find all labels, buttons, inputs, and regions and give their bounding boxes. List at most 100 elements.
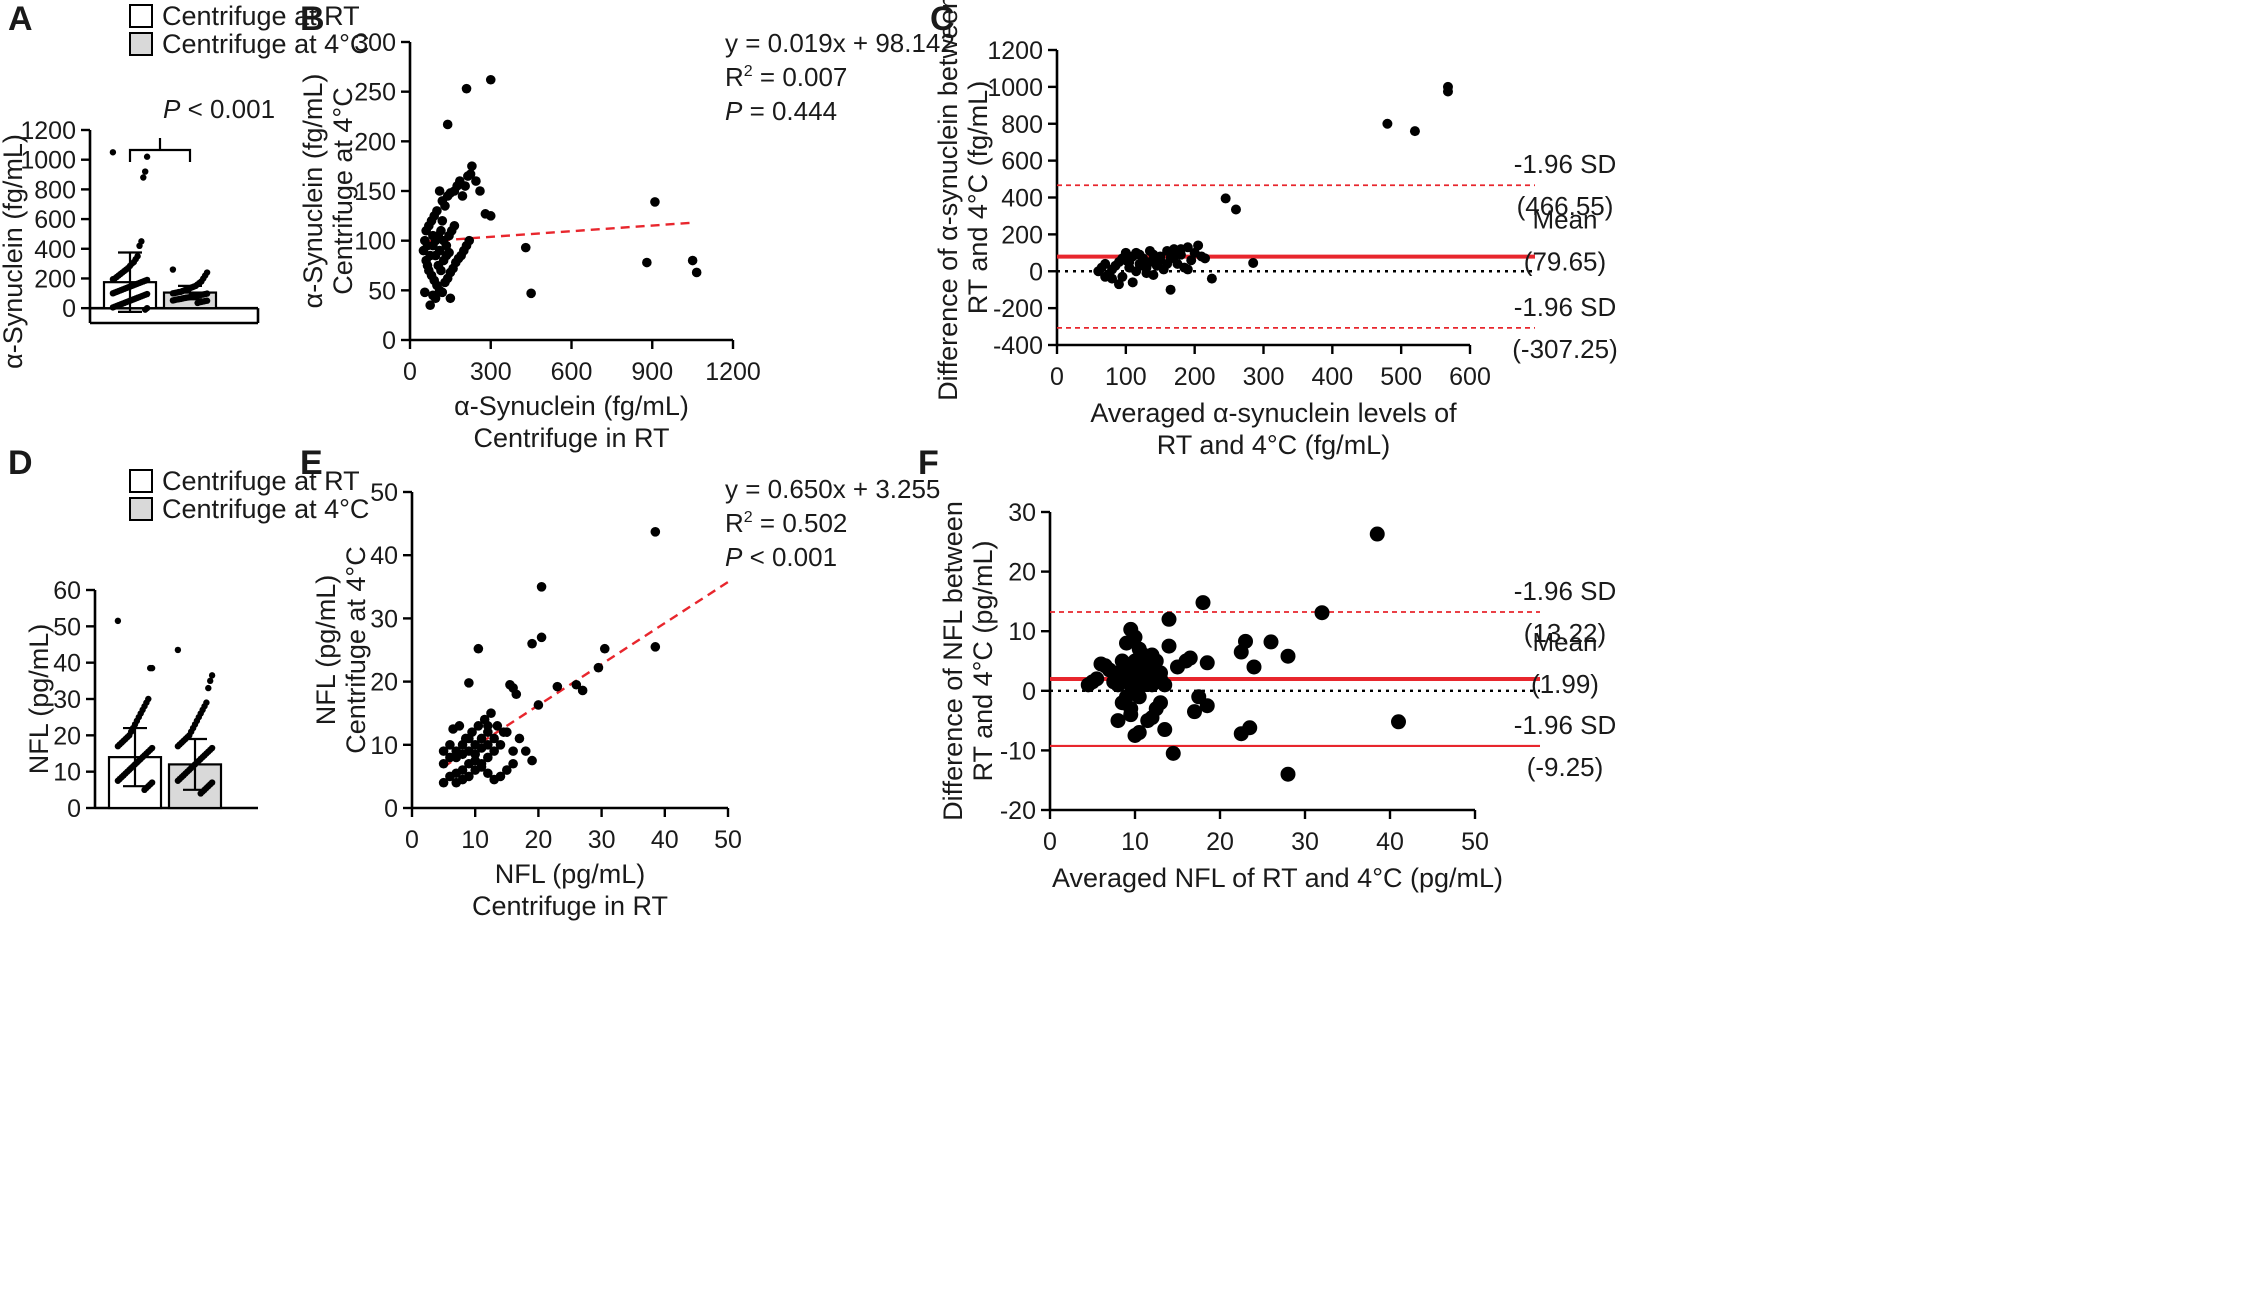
data-point (514, 733, 525, 744)
y-tick-label: 20 (1008, 559, 1036, 587)
data-point (1280, 648, 1296, 664)
panel-B: B 0 50 100 150 200 250 300 0 300 600 900 1200 α-Synuc… (298, 0, 955, 453)
data-point (1110, 713, 1126, 729)
data-point (1187, 704, 1202, 720)
y-axis-label: α-Synuclein (fg/mL) (0, 134, 28, 369)
data-point (438, 758, 449, 769)
y-tick-label: 0 (67, 795, 81, 823)
data-point (147, 664, 154, 672)
y-axis-label: α-Synuclein (fg/mL) (298, 74, 328, 309)
data-point (169, 266, 177, 273)
data-point (1124, 257, 1135, 268)
data-point (436, 265, 446, 276)
data-point (508, 746, 518, 756)
x-axis-label-line2: Centrifuge in RT (473, 423, 669, 453)
data-point (174, 646, 182, 654)
data-point (208, 672, 216, 679)
y-axis-label-line2: RT and 4°C (fg/mL) (963, 81, 993, 314)
panel-letter: A (8, 0, 33, 38)
data-point (533, 700, 544, 710)
y-axis-label: Difference of α-synuclein between (933, 0, 963, 401)
data-point (451, 768, 462, 779)
data-point (1127, 277, 1138, 288)
data-point (444, 247, 454, 258)
legend-label-rt: Centrifuge at RT (162, 466, 360, 496)
data-point (169, 290, 177, 297)
y-tick-label: 400 (1001, 185, 1043, 213)
y-axis-label-line2: Centrifuge at 4°C (341, 546, 371, 753)
x-tick-label: 30 (588, 826, 616, 854)
y-axis-label: Difference of NFL between (938, 501, 968, 821)
data-point (476, 762, 487, 772)
data-point (467, 161, 477, 171)
data-point (136, 242, 143, 249)
data-point (114, 777, 122, 784)
y-tick-label: -10 (1000, 737, 1036, 765)
upper-limit-value: (13.22) (1524, 618, 1606, 648)
data-point (1123, 701, 1139, 717)
lower-limit-label: -1.96 SD (1514, 710, 1617, 740)
y-tick-label: 1000 (987, 74, 1043, 102)
legend-label-4c: Centrifuge at 4°C (162, 29, 369, 59)
y-tick-label: 10 (53, 759, 81, 787)
data-point (420, 287, 430, 298)
data-point (1169, 244, 1180, 255)
y-axis-label-line2: Centrifuge at 4°C (328, 87, 358, 294)
data-point (502, 765, 512, 775)
data-point (174, 777, 182, 784)
data-point (526, 288, 536, 299)
data-point (438, 746, 449, 756)
x-tick-label: 300 (470, 358, 512, 386)
data-point (489, 733, 499, 744)
x-tick-label: 10 (1121, 828, 1149, 856)
y-tick-label: 250 (354, 79, 396, 107)
data-point (1175, 244, 1186, 255)
data-point (1110, 677, 1126, 693)
data-point (485, 74, 496, 85)
y-tick-label: 0 (1029, 258, 1043, 286)
legend-swatch-4c (129, 497, 153, 521)
y-tick-label: 0 (382, 327, 396, 355)
data-point (642, 257, 652, 268)
data-point (445, 740, 455, 750)
data-point (571, 679, 582, 690)
data-point (520, 746, 531, 756)
data-point (457, 740, 468, 750)
y-tick-label: 60 (53, 577, 81, 605)
data-point (476, 743, 487, 753)
data-point (421, 225, 431, 236)
data-point (483, 721, 493, 731)
data-point (169, 297, 177, 304)
y-tick-label: 200 (34, 265, 76, 293)
data-point (1195, 595, 1211, 611)
x-axis-label: Averaged NFL of RT and 4°C (pg/mL) (1052, 863, 1503, 893)
data-point (1193, 240, 1204, 251)
y-tick-label: 0 (384, 795, 398, 823)
panel-letter: B (300, 0, 325, 38)
y-tick-label: 50 (370, 479, 398, 507)
data-point (1246, 659, 1262, 675)
data-point (1153, 665, 1168, 681)
data-point (1182, 264, 1193, 275)
panel-F: F -20 -10 0 10 20 30 0 10 20 30 40 50 Difference of N… (918, 444, 1616, 893)
data-point (141, 786, 148, 794)
data-point (508, 683, 518, 693)
y-tick-label: 10 (370, 732, 398, 760)
data-point (1248, 257, 1259, 268)
data-point (1148, 653, 1164, 669)
data-point (109, 290, 117, 297)
data-point (1409, 126, 1420, 137)
data-point (687, 255, 698, 266)
panel-letter: C (930, 0, 955, 38)
data-point (1100, 258, 1111, 269)
data-point (471, 176, 481, 186)
data-point (1161, 611, 1177, 627)
y-tick-label: 0 (1022, 678, 1036, 706)
y-tick-label: -20 (1000, 797, 1036, 825)
data-point (1138, 260, 1149, 271)
legend-label-rt: Centrifuge at RT (162, 1, 360, 31)
y-tick-label: 400 (34, 236, 76, 264)
data-point (1144, 245, 1155, 256)
data-point (142, 168, 149, 175)
